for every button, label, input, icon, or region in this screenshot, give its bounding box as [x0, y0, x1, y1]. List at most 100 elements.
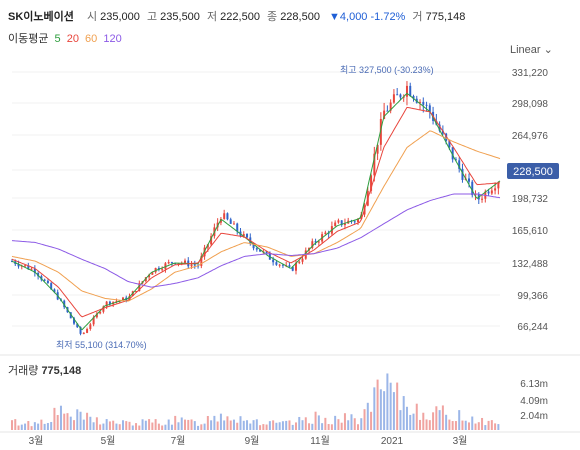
- candle-body: [386, 110, 389, 112]
- candle-body: [76, 323, 79, 328]
- candle-body: [174, 263, 177, 265]
- price-axis: 331,220 298,098 264,976 198,732 165,610 132,4…: [512, 68, 549, 333]
- candle-body: [389, 102, 392, 111]
- time-tick-label: 7월: [171, 435, 186, 447]
- change-value: ▼4,000 -1.72%: [329, 11, 406, 23]
- volume-bar: [386, 373, 389, 430]
- volume-bar: [232, 419, 235, 430]
- volume-bar: [360, 418, 363, 430]
- candle-body: [405, 85, 408, 97]
- volume-bar: [330, 424, 333, 430]
- candle-body: [291, 266, 294, 271]
- volume-bar: [27, 421, 30, 430]
- candle-body: [46, 280, 49, 284]
- candle-body: [412, 96, 415, 99]
- open-value: 235,000: [100, 11, 140, 23]
- volume-bar: [353, 418, 356, 430]
- volume-bar: [148, 419, 151, 430]
- volume-bar: [481, 417, 484, 430]
- volume-bar: [471, 416, 474, 430]
- volume-bar: [82, 419, 85, 430]
- volume-panel-label: 거래량: [8, 365, 39, 377]
- volume-bar: [278, 422, 281, 430]
- volume-bar: [314, 411, 317, 430]
- candle-body: [223, 213, 226, 219]
- volume-bar: [324, 417, 327, 430]
- volume-bar: [161, 425, 164, 430]
- time-tick-label: 5월: [101, 435, 116, 447]
- volume-bar: [210, 420, 213, 430]
- volume-bar: [46, 423, 49, 430]
- volume-bar: [73, 420, 76, 430]
- volume-bar: [262, 424, 265, 430]
- scale-toggle-button[interactable]: Linear ⌄: [510, 43, 553, 56]
- stock-name: SK이노베이션: [8, 11, 74, 23]
- candle-body: [148, 274, 151, 278]
- candle-body: [99, 311, 102, 314]
- volume-bar: [311, 423, 314, 430]
- volume-bar: [347, 420, 350, 430]
- candle-body: [246, 234, 249, 238]
- volume-bar: [275, 422, 278, 430]
- volume-bar: [112, 420, 115, 430]
- ma-line-120: [11, 193, 501, 288]
- volume-bar: [193, 421, 196, 430]
- volume-bar: [383, 391, 386, 430]
- low-annotation: 최저 55,100 (314.70%): [56, 340, 147, 350]
- volume-panel-title: 거래량 775,148: [8, 362, 81, 378]
- volume-bar: [164, 424, 167, 430]
- open-label: 시: [86, 11, 98, 23]
- ma-line-60: [11, 130, 501, 302]
- candle-body: [92, 317, 95, 325]
- low-value: 222,500: [220, 11, 260, 23]
- volume-bar: [69, 416, 72, 430]
- candle-body: [40, 276, 43, 280]
- volume-bar: [399, 410, 402, 430]
- volume-bar: [252, 420, 255, 430]
- volume-bar: [177, 422, 180, 430]
- volume-bar: [30, 426, 33, 430]
- candle-body: [373, 153, 376, 176]
- candle-body: [494, 188, 497, 191]
- volume-bar: [441, 405, 444, 430]
- time-axis: 3월 5월 7월 9월 11월 2021 3월: [29, 435, 468, 447]
- candle-body: [458, 160, 461, 169]
- volume-bar: [92, 422, 95, 430]
- candle-body: [419, 101, 422, 103]
- volume-bar: [402, 396, 405, 430]
- candle-body: [461, 168, 464, 180]
- candle-body: [50, 283, 53, 290]
- volume-bar: [494, 423, 497, 430]
- volume-bar: [170, 424, 173, 430]
- volume-bar: [95, 417, 98, 430]
- candle-body: [170, 262, 173, 264]
- volume-bar: [422, 412, 425, 430]
- volume-bar: [448, 419, 451, 430]
- volume-bar: [151, 422, 154, 430]
- candle-body: [177, 263, 180, 265]
- volume-bar: [138, 425, 141, 430]
- candle-body: [311, 241, 314, 248]
- current-price-text: 228,500: [513, 166, 553, 178]
- candle-body: [82, 332, 85, 334]
- candle-body: [383, 110, 386, 119]
- volume-bar: [246, 420, 249, 430]
- volume-bar: [321, 423, 324, 430]
- volume-bar: [464, 420, 467, 430]
- volume-bar: [376, 379, 379, 430]
- candle-body: [497, 182, 500, 189]
- volume-bar: [66, 413, 69, 430]
- moving-average-legend[interactable]: 이동평균 5 20 60 120: [8, 30, 125, 46]
- candle-body: [190, 264, 193, 267]
- candle-body: [275, 262, 278, 265]
- volume-bar: [334, 415, 337, 430]
- volume-bar: [458, 410, 461, 430]
- candle-body: [161, 269, 164, 271]
- candle-body: [392, 94, 395, 103]
- volume-bar: [477, 422, 480, 430]
- volume-bar: [141, 419, 144, 430]
- candle-body: [428, 105, 431, 112]
- volume-bar: [86, 412, 89, 430]
- volume-bar: [56, 415, 59, 430]
